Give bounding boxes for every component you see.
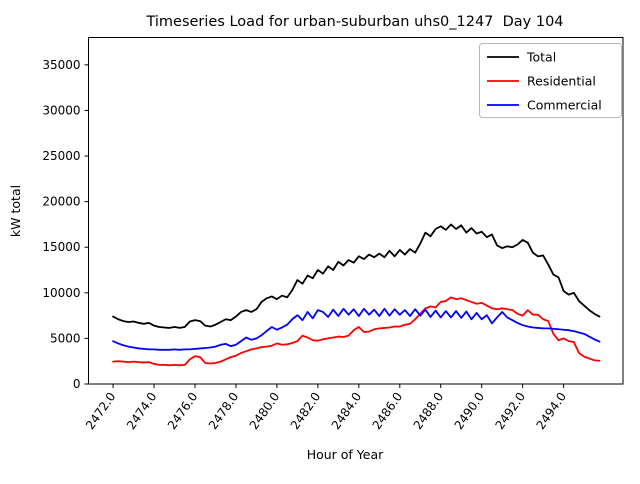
x-tick-label: 2492.0: [493, 390, 529, 432]
series-line-residential: [112, 296, 601, 367]
x-tick-label: 2490.0: [452, 390, 488, 432]
y-tick-label: 25000: [42, 149, 80, 163]
chart-title: Timeseries Load for urban-suburban uhs0_…: [145, 14, 563, 30]
legend-label-total: Total: [526, 50, 556, 65]
y-tick-label: 35000: [42, 58, 80, 72]
x-tick-label: 2488.0: [411, 390, 447, 432]
x-tick-label: 2472.0: [83, 390, 119, 432]
legend-item-total: Total: [487, 50, 556, 65]
x-tick-label: 2474.0: [124, 390, 160, 432]
legend: Total Residential Commercial: [479, 43, 622, 118]
x-tick-label: 2484.0: [329, 390, 365, 432]
x-axis-label: Hour of Year: [307, 447, 384, 462]
x-tick-label: 2486.0: [370, 390, 406, 432]
x-tick-label: 2480.0: [247, 390, 283, 432]
y-tick-label: 5000: [50, 331, 81, 345]
series-line-total: [112, 223, 601, 329]
x-tick-label: 2482.0: [288, 390, 324, 432]
plot-border: [88, 37, 624, 385]
legend-label-commercial: Commercial: [527, 98, 602, 113]
y-tick-label: 20000: [42, 195, 80, 209]
legend-box: [479, 43, 622, 118]
y-axis-label: kW total: [8, 185, 23, 237]
y-tick-label: 10000: [42, 286, 80, 300]
y-tick-label: 0: [73, 377, 81, 391]
legend-item-commercial: Commercial: [487, 98, 602, 113]
x-tick-label: 2476.0: [165, 390, 201, 432]
legend-label-residential: Residential: [527, 74, 596, 89]
y-tick-label: 15000: [42, 240, 80, 254]
x-tick-label: 2494.0: [534, 390, 570, 432]
legend-item-residential: Residential: [487, 74, 596, 89]
y-tick-label: 30000: [42, 103, 80, 117]
x-tick-label: 2478.0: [206, 390, 242, 432]
series-line-commercial: [112, 307, 601, 351]
plot-series: [112, 223, 601, 367]
